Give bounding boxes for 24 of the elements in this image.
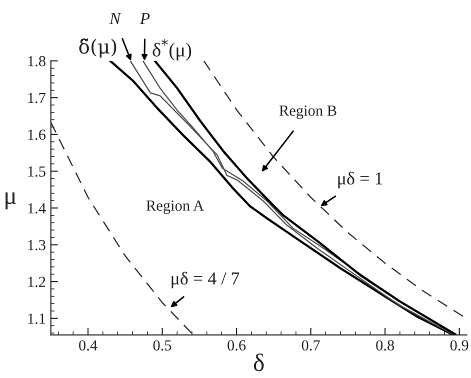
text: δ̃(μ) (79, 38, 116, 58)
y-tick-label: 1.8 (28, 56, 46, 66)
y-tick-label: 1.6 (28, 130, 46, 140)
x-tick-label: 0.4 (79, 340, 98, 351)
annotation: μδ = 1 (338, 172, 382, 188)
y-tick-label: 1.1 (28, 314, 46, 324)
x-axis-title: δ (254, 354, 264, 372)
y-tick-label: 1.3 (28, 240, 46, 250)
annotation: Region B (279, 106, 336, 119)
annotation: μδ = 4 / 7 (172, 272, 240, 288)
x-tick-label: 0.7 (302, 340, 320, 351)
annotation: N (109, 13, 122, 24)
x-tick-label: 0.6 (228, 340, 246, 351)
annotation: Region A (146, 200, 204, 214)
y-tick-label: 1.5 (28, 166, 46, 177)
y-tick-label: 1.2 (28, 276, 46, 288)
y-axis-title: μ (6, 192, 16, 210)
text: δ$^{*}$(μ) (152, 39, 192, 61)
x-tick-label: 0.8 (376, 340, 394, 351)
annotation: P (140, 13, 150, 24)
y-tick-label: 1.4 (28, 203, 46, 214)
y-tick-label: 1.7 (28, 92, 46, 104)
x-tick-label: 0.5 (153, 340, 172, 351)
x-tick-label: 0.9 (450, 340, 468, 351)
